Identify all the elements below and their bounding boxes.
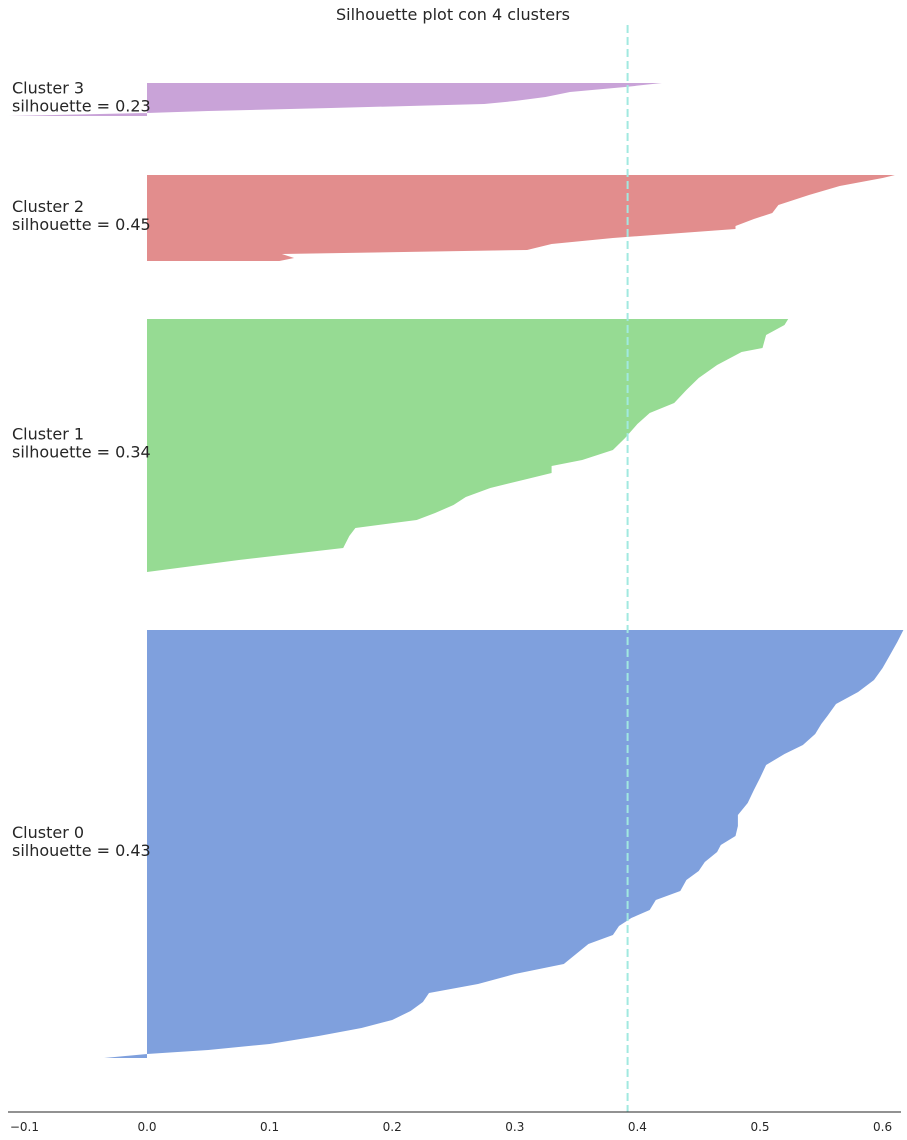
cluster-3-label: Cluster 3	[12, 79, 84, 98]
x-tick-label: 0.6	[873, 1120, 892, 1134]
cluster-1-area	[147, 319, 789, 572]
cluster-areas	[8, 83, 904, 1058]
cluster-2-area	[147, 175, 895, 261]
cluster-1-silhouette-label: silhouette = 0.34	[12, 443, 151, 462]
cluster-3-silhouette-label: silhouette = 0.23	[12, 97, 151, 116]
x-tick-label: 0.2	[383, 1120, 402, 1134]
x-tick-label: 0.5	[750, 1120, 769, 1134]
cluster-0-silhouette-label: silhouette = 0.43	[12, 841, 151, 860]
x-axis-ticks: −0.1 0.0 0.1 0.2 0.3 0.4 0.5 0.6	[10, 1120, 892, 1134]
cluster-0-label: Cluster 0	[12, 823, 84, 842]
cluster-1-label: Cluster 1	[12, 425, 84, 444]
x-tick-label: 0.3	[505, 1120, 524, 1134]
cluster-2-label: Cluster 2	[12, 197, 84, 216]
x-tick-label: 0.1	[260, 1120, 279, 1134]
x-tick-label: 0.0	[137, 1120, 156, 1134]
chart-title: Silhouette plot con 4 clusters	[336, 5, 570, 24]
x-tick-label: 0.4	[628, 1120, 647, 1134]
cluster-0-area	[104, 630, 904, 1058]
cluster-2-silhouette-label: silhouette = 0.45	[12, 215, 151, 234]
cluster-3-area	[8, 83, 662, 116]
x-tick-label: −0.1	[10, 1120, 39, 1134]
